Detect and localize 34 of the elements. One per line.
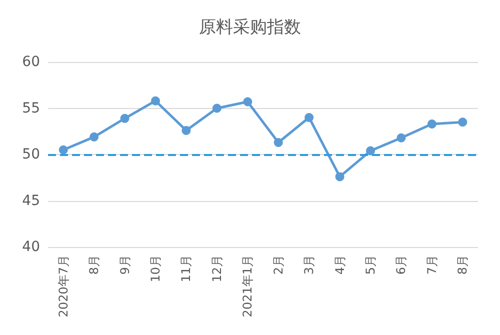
x-tick-label: 11月: [179, 255, 194, 282]
point: [182, 126, 191, 135]
x-tick-label: 2020年7月: [56, 255, 70, 318]
point: [90, 132, 99, 142]
y-tick-label: 60: [22, 54, 40, 70]
x-tick-label: 2月: [271, 255, 286, 275]
chart-title: 原料采购指数: [199, 18, 301, 38]
point: [396, 133, 406, 142]
x-tick-label: 8月: [456, 255, 470, 275]
y-tick-label: 55: [22, 100, 40, 116]
y-tick-label: 45: [22, 192, 40, 209]
point: [335, 172, 344, 182]
point: [120, 114, 130, 123]
x-tick-label: 10月: [148, 255, 162, 282]
point: [458, 118, 468, 127]
point: [151, 96, 160, 106]
point: [58, 145, 68, 154]
x-tick-label: 5月: [364, 255, 378, 275]
point: [304, 113, 314, 122]
x-tick-label: 4月: [332, 255, 347, 275]
point: [212, 104, 222, 113]
point: [243, 97, 252, 106]
x-tick-label: 3月: [302, 255, 316, 275]
x-tick-label: 8月: [87, 255, 102, 275]
point: [427, 119, 436, 128]
point: [366, 146, 375, 156]
y-tick-label: 40: [22, 239, 40, 255]
x-tick-label: 9月: [118, 255, 132, 275]
x-tick-label: 2021年1月: [240, 255, 255, 318]
y-tick-label: 50: [22, 146, 40, 162]
x-tick-label: 6月: [394, 255, 408, 275]
x-tick-label: 7月: [424, 255, 439, 275]
x-tick-label: 12月: [210, 255, 224, 282]
point: [274, 138, 283, 147]
